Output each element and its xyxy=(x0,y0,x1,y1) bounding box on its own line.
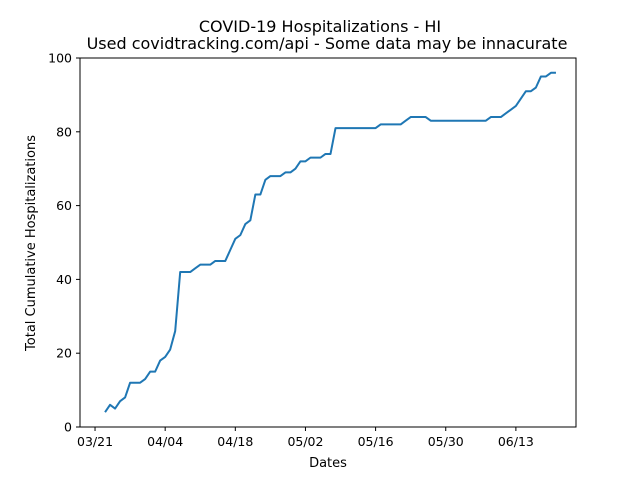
x-axis-label: Dates xyxy=(309,456,347,471)
y-tick-label: 60 xyxy=(56,198,72,213)
y-axis-label: Total Cumulative Hospitalizations xyxy=(24,135,39,352)
x-axis-ticks: 03/21 04/04 04/18 05/02 05/16 05/30 06/13 xyxy=(77,427,534,449)
plot-area-frame xyxy=(79,57,577,428)
y-tick-label: 80 xyxy=(56,124,72,139)
y-tick-label: 40 xyxy=(56,272,72,287)
x-tick-label: 03/21 xyxy=(77,434,113,449)
chart-subtitle: Used covidtracking.com/api - Some data m… xyxy=(87,34,568,53)
x-tick-label: 05/02 xyxy=(287,434,323,449)
chart-title: COVID-19 Hospitalizations - HI xyxy=(199,17,441,36)
x-tick-label: 05/16 xyxy=(358,434,394,449)
x-tick-label: 04/04 xyxy=(147,434,183,449)
series-line xyxy=(104,71,556,413)
x-tick-label: 05/30 xyxy=(428,434,464,449)
y-tick-label: 20 xyxy=(56,346,72,361)
y-axis-ticks: 0 20 40 60 80 100 xyxy=(48,51,80,435)
y-tick-label: 0 xyxy=(64,420,72,435)
x-tick-label: 06/13 xyxy=(498,434,534,449)
y-tick-label: 100 xyxy=(48,51,72,66)
x-tick-label: 04/18 xyxy=(217,434,253,449)
